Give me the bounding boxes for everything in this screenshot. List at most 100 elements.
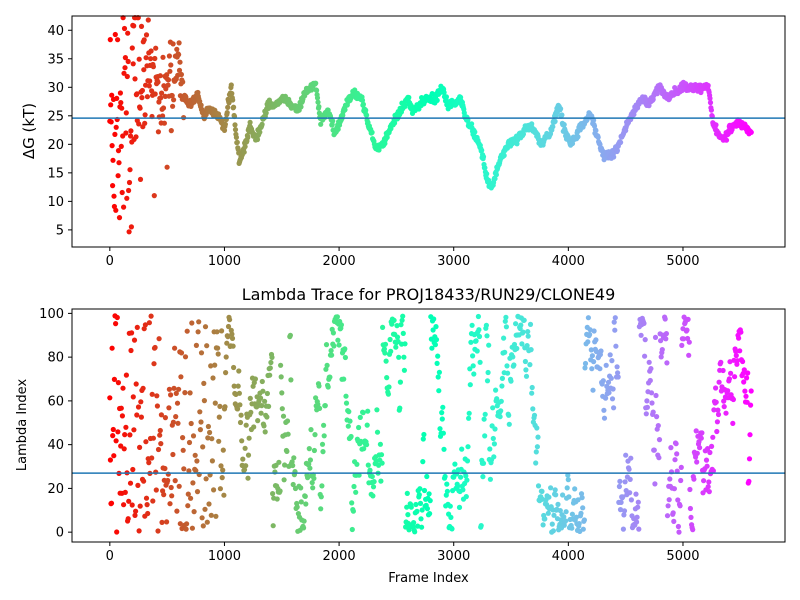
lambda-point bbox=[129, 502, 135, 508]
lambda-point bbox=[527, 362, 533, 368]
lambda-point bbox=[192, 452, 198, 458]
delta-g-point bbox=[128, 224, 134, 230]
lambda-y-tick-label: 20 bbox=[47, 482, 64, 497]
lambda-point bbox=[627, 476, 633, 482]
delta-g-point bbox=[129, 45, 135, 51]
lambda-point bbox=[591, 359, 597, 365]
lambda-point bbox=[213, 513, 219, 519]
lambda-point bbox=[251, 424, 257, 430]
lambda-point bbox=[664, 360, 670, 366]
lambda-point bbox=[647, 377, 653, 384]
delta-g-point bbox=[116, 215, 123, 221]
lambda-point bbox=[176, 386, 182, 392]
lambda-point bbox=[229, 335, 236, 341]
lambda-point bbox=[229, 331, 235, 337]
lambda-point bbox=[464, 477, 470, 483]
lambda-point bbox=[387, 336, 393, 343]
lambda-point bbox=[118, 405, 124, 411]
delta-g-point bbox=[707, 95, 713, 101]
lambda-point bbox=[605, 379, 612, 385]
lambda-point bbox=[466, 410, 472, 416]
lambda-point bbox=[691, 476, 697, 482]
lambda-point bbox=[264, 390, 270, 397]
lambda-point bbox=[173, 414, 179, 420]
lambda-point bbox=[308, 427, 314, 433]
delta-g-point bbox=[469, 121, 475, 127]
delta-g-point bbox=[166, 53, 172, 59]
lambda-point bbox=[606, 390, 612, 396]
lambda-point bbox=[444, 481, 450, 487]
delta-g-point bbox=[146, 83, 152, 89]
lambda-point bbox=[635, 499, 641, 505]
lambda-point bbox=[343, 393, 349, 399]
lambda-point bbox=[524, 343, 530, 349]
lambda-point bbox=[676, 529, 682, 535]
lambda-point bbox=[421, 431, 427, 438]
lambda-point bbox=[471, 371, 477, 377]
delta-g-point bbox=[402, 103, 408, 109]
lambda-point bbox=[242, 445, 248, 451]
delta-g-point bbox=[170, 103, 176, 109]
lambda-point bbox=[388, 348, 394, 354]
delta-g-point bbox=[142, 120, 148, 126]
lambda-point bbox=[346, 409, 352, 415]
lambda-point bbox=[354, 461, 360, 467]
lambda-point bbox=[155, 528, 161, 534]
lambda-point bbox=[492, 426, 498, 432]
lambda-point bbox=[264, 414, 270, 420]
lambda-point bbox=[416, 492, 422, 498]
lambda-point bbox=[534, 425, 540, 431]
delta-g-point bbox=[109, 92, 115, 98]
lambda-point bbox=[237, 402, 243, 408]
delta-g-point bbox=[434, 97, 440, 103]
lambda-point bbox=[459, 446, 465, 452]
lambda-point bbox=[514, 345, 520, 352]
lambda-point bbox=[197, 409, 203, 415]
lambda-point bbox=[429, 345, 435, 351]
delta-g-point bbox=[168, 128, 174, 134]
delta-g-point bbox=[165, 77, 172, 83]
lambda-point bbox=[380, 324, 386, 330]
delta-g-point bbox=[492, 176, 498, 182]
delta-g-point bbox=[123, 110, 129, 116]
lambda-y-ticks: 0 20 40 60 80 100 bbox=[39, 307, 72, 541]
lambda-point bbox=[394, 334, 401, 340]
delta-g-point bbox=[121, 204, 127, 210]
lambda-point bbox=[136, 528, 142, 534]
lambda-point bbox=[202, 324, 209, 330]
delta-g-point bbox=[330, 118, 336, 124]
lambda-point bbox=[319, 441, 326, 447]
lambda-point bbox=[374, 429, 381, 435]
lambda-point bbox=[419, 524, 425, 530]
lambda-point bbox=[262, 429, 268, 435]
lambda-point bbox=[564, 485, 570, 491]
lambda-point bbox=[184, 521, 190, 527]
lambda-point bbox=[501, 335, 507, 341]
lambda-point bbox=[402, 341, 408, 347]
lambda-point bbox=[274, 496, 280, 502]
lambda-point bbox=[370, 484, 377, 490]
delta-g-point bbox=[110, 183, 116, 189]
lambda-point bbox=[321, 422, 327, 428]
delta-g-point bbox=[164, 72, 170, 78]
delta-g-point bbox=[143, 55, 149, 61]
lambda-point bbox=[469, 322, 475, 328]
delta-g-y-tick-label: 5 bbox=[56, 223, 64, 238]
lambda-point bbox=[180, 447, 186, 453]
lambda-point bbox=[167, 501, 173, 507]
lambda-point bbox=[720, 367, 726, 374]
lambda-point bbox=[189, 320, 195, 326]
delta-g-point bbox=[705, 82, 711, 89]
lambda-point bbox=[162, 465, 168, 472]
lambda-x-tick-label: 2000 bbox=[323, 549, 356, 564]
lambda-point bbox=[138, 414, 144, 420]
lambda-point bbox=[686, 352, 692, 358]
lambda-point bbox=[318, 506, 324, 512]
lambda-point bbox=[140, 385, 146, 391]
lambda-point bbox=[270, 491, 276, 497]
lambda-point bbox=[215, 351, 221, 357]
lambda-point bbox=[404, 490, 410, 496]
lambda-point bbox=[159, 519, 165, 526]
lambda-point bbox=[420, 459, 426, 465]
lambda-point bbox=[243, 463, 249, 469]
